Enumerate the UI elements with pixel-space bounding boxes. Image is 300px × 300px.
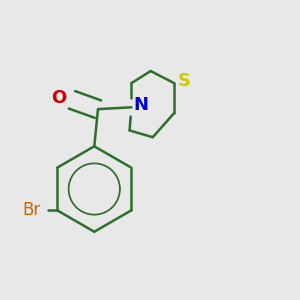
- Text: S: S: [178, 72, 191, 90]
- Text: Br: Br: [22, 201, 40, 219]
- Text: O: O: [51, 89, 66, 107]
- Text: N: N: [133, 96, 148, 114]
